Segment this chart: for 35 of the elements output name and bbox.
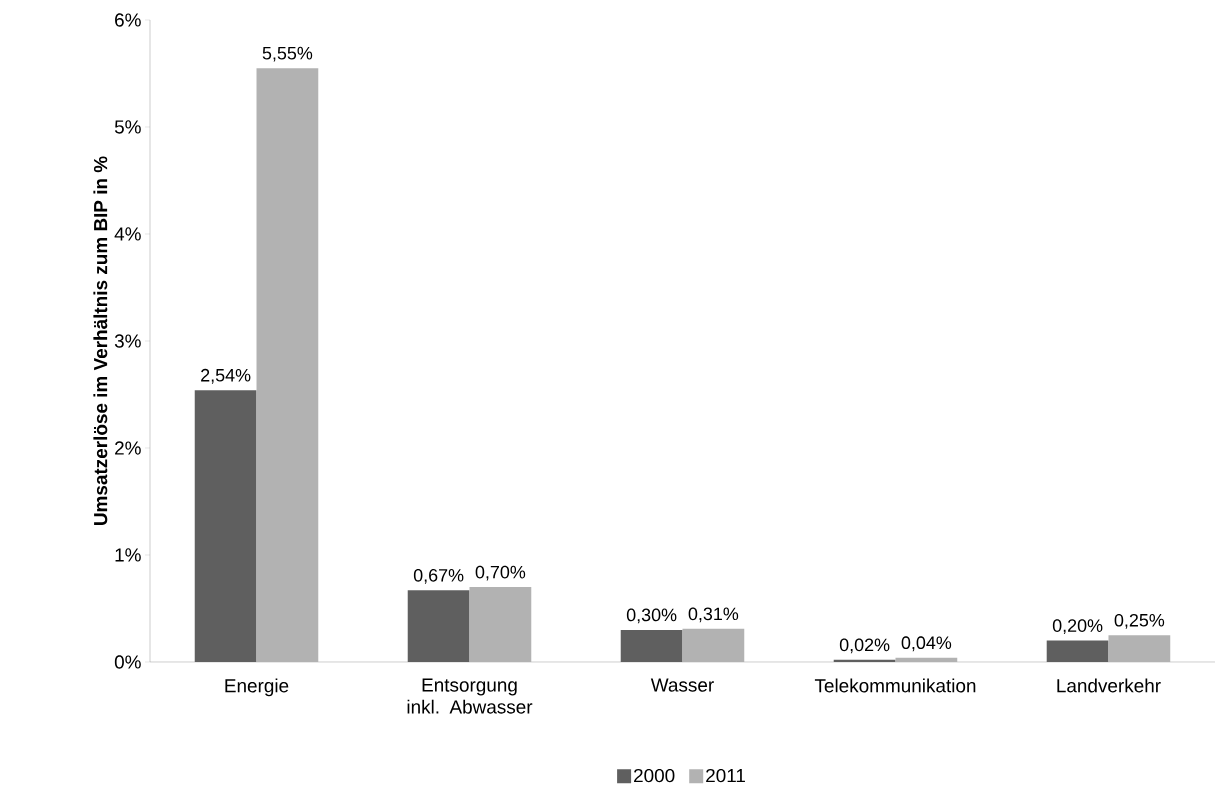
data-label: 0,25% (1114, 613, 1165, 629)
bar (469, 587, 532, 662)
x-tick-label: Landverkehr (1057, 678, 1161, 693)
data-label: 5,55% (262, 46, 313, 62)
y-tick-label: 3% (114, 334, 141, 348)
data-label: 0,70% (475, 565, 526, 581)
bar (194, 390, 257, 662)
y-tick-label: 2% (115, 441, 141, 455)
bar (407, 590, 470, 662)
data-label: 0,02% (839, 638, 890, 654)
bar (256, 68, 319, 662)
y-tick-label: 5% (114, 120, 141, 134)
bar (682, 628, 745, 662)
bar (620, 629, 683, 662)
data-label: 0,30% (626, 608, 677, 624)
y-tick-label: 6% (115, 13, 141, 27)
y-tick-label: 4% (114, 227, 141, 241)
data-label: 0,04% (901, 636, 952, 652)
bar (895, 657, 958, 662)
y-axis-title: Umsatzerlöse im Verhältnis zum BIP in % (93, 156, 108, 525)
y-tick-label: 1% (115, 548, 141, 562)
data-label: 0,67% (413, 568, 464, 584)
y-tick-label: 0% (114, 655, 141, 669)
x-tick-label: Telekommunikation (814, 678, 976, 693)
legend-label: 2011 (706, 768, 745, 783)
x-tick-label: Energie (225, 678, 289, 697)
bar (1046, 640, 1109, 662)
bar (1108, 635, 1171, 662)
data-label: 0,20% (1052, 619, 1103, 635)
legend-label: 2000 (634, 768, 675, 783)
bar (833, 659, 896, 662)
x-tick-label: Entsorgung inkl. Abwasser (407, 678, 533, 714)
x-tick-label: Wasser (650, 678, 714, 692)
data-label: 2,54% (201, 368, 251, 384)
data-label: 0,31% (688, 607, 739, 623)
